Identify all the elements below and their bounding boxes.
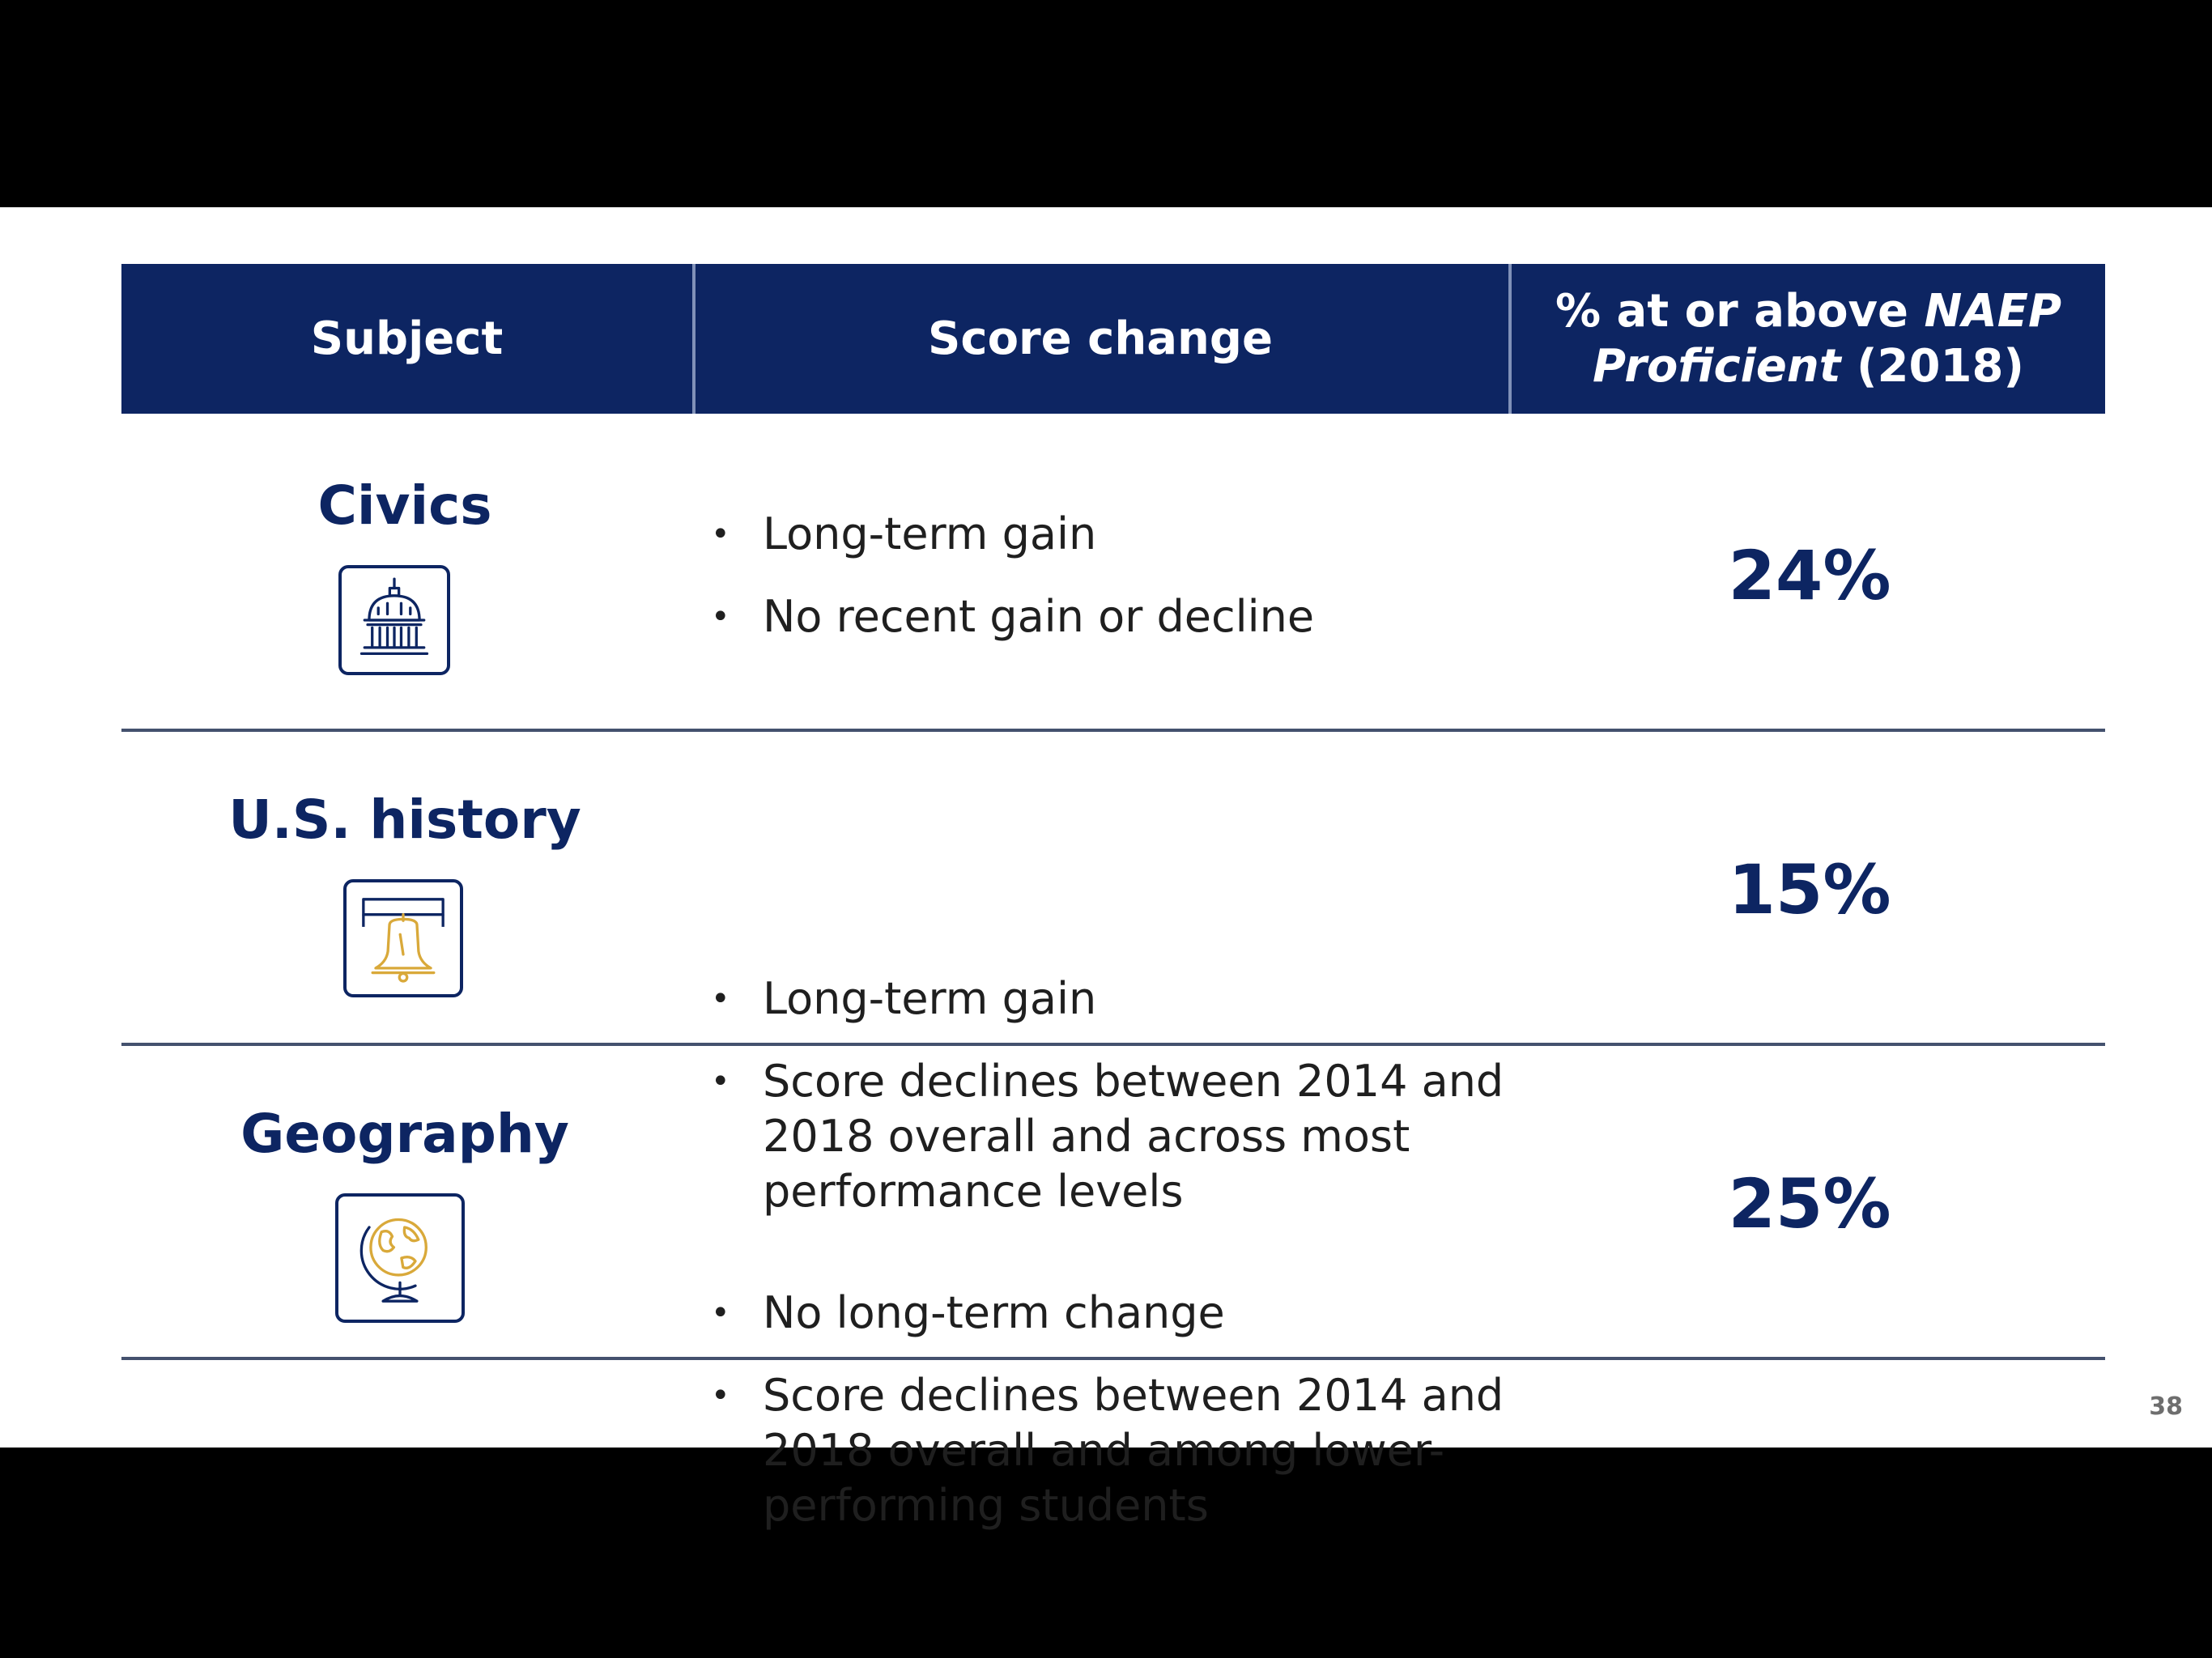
bullets-us-history: • Long-term gain • Score declines between … [704,971,1514,1219]
bullets-civics: • Long-term gain • No recent gain or decli… [704,507,1514,644]
bullet-text: Long-term gain [763,973,1097,1024]
list-item: • Score declines between 2014 and 2018 ov… [711,1370,1504,1531]
percent-geography: 25% [1728,1164,1891,1244]
percent-civics: 24% [1728,536,1891,615]
list-item: • No long-term change [711,1287,1225,1338]
header-score-change: Score change [928,312,1273,365]
table-header: Subject Score change % at or above NAEP … [121,264,2105,414]
bullet-text: No long-term change [763,1287,1225,1338]
subject-us-history: U.S. history [228,789,581,851]
row-divider [121,1357,2105,1360]
bullets-geography: • No long-term change • Score declines bet… [704,1286,1514,1533]
list-item: • Long-term gain [711,973,1097,1024]
bullet-text: Long-term gain [763,508,1097,559]
row-divider [121,729,2105,732]
globe-icon [335,1193,465,1323]
header-divider [1508,264,1512,414]
header-subject: Subject [310,312,504,365]
header-divider [692,264,696,414]
liberty-bell-icon [343,879,463,997]
slide: Subject Score change % at or above NAEP … [0,207,2212,1531]
header-proficient-line1: % at or above NAEP [1555,284,2061,339]
list-item: • No recent gain or decline [711,591,1315,642]
row-divider [121,1043,2105,1046]
page-number: 38 [2149,1392,2183,1421]
capitol-dome-icon [338,565,450,675]
bullet-text: Score declines between 2014 and 2018 ove… [763,1056,1504,1217]
list-item: • Long-term gain [711,508,1097,559]
percent-us-history: 15% [1728,850,1891,929]
header-proficient-prefix: % at or above [1555,284,1925,338]
bullet-text: No recent gain or decline [763,591,1315,642]
subject-geography: Geography [240,1103,569,1165]
header-proficient-year: (2018) [1840,339,2025,393]
list-item: • Score declines between 2014 and 2018 ov… [711,1056,1504,1217]
header-proficient: % at or above NAEP Proficient (2018) [1512,264,2105,414]
header-proficient-naep: NAEP [1924,284,2062,338]
bullet-text: Score declines between 2014 and 2018 ove… [763,1370,1504,1531]
header-proficient-label: Proficient [1592,339,1841,393]
header-proficient-line2: Proficient (2018) [1593,339,2024,394]
subject-civics: Civics [317,474,492,537]
